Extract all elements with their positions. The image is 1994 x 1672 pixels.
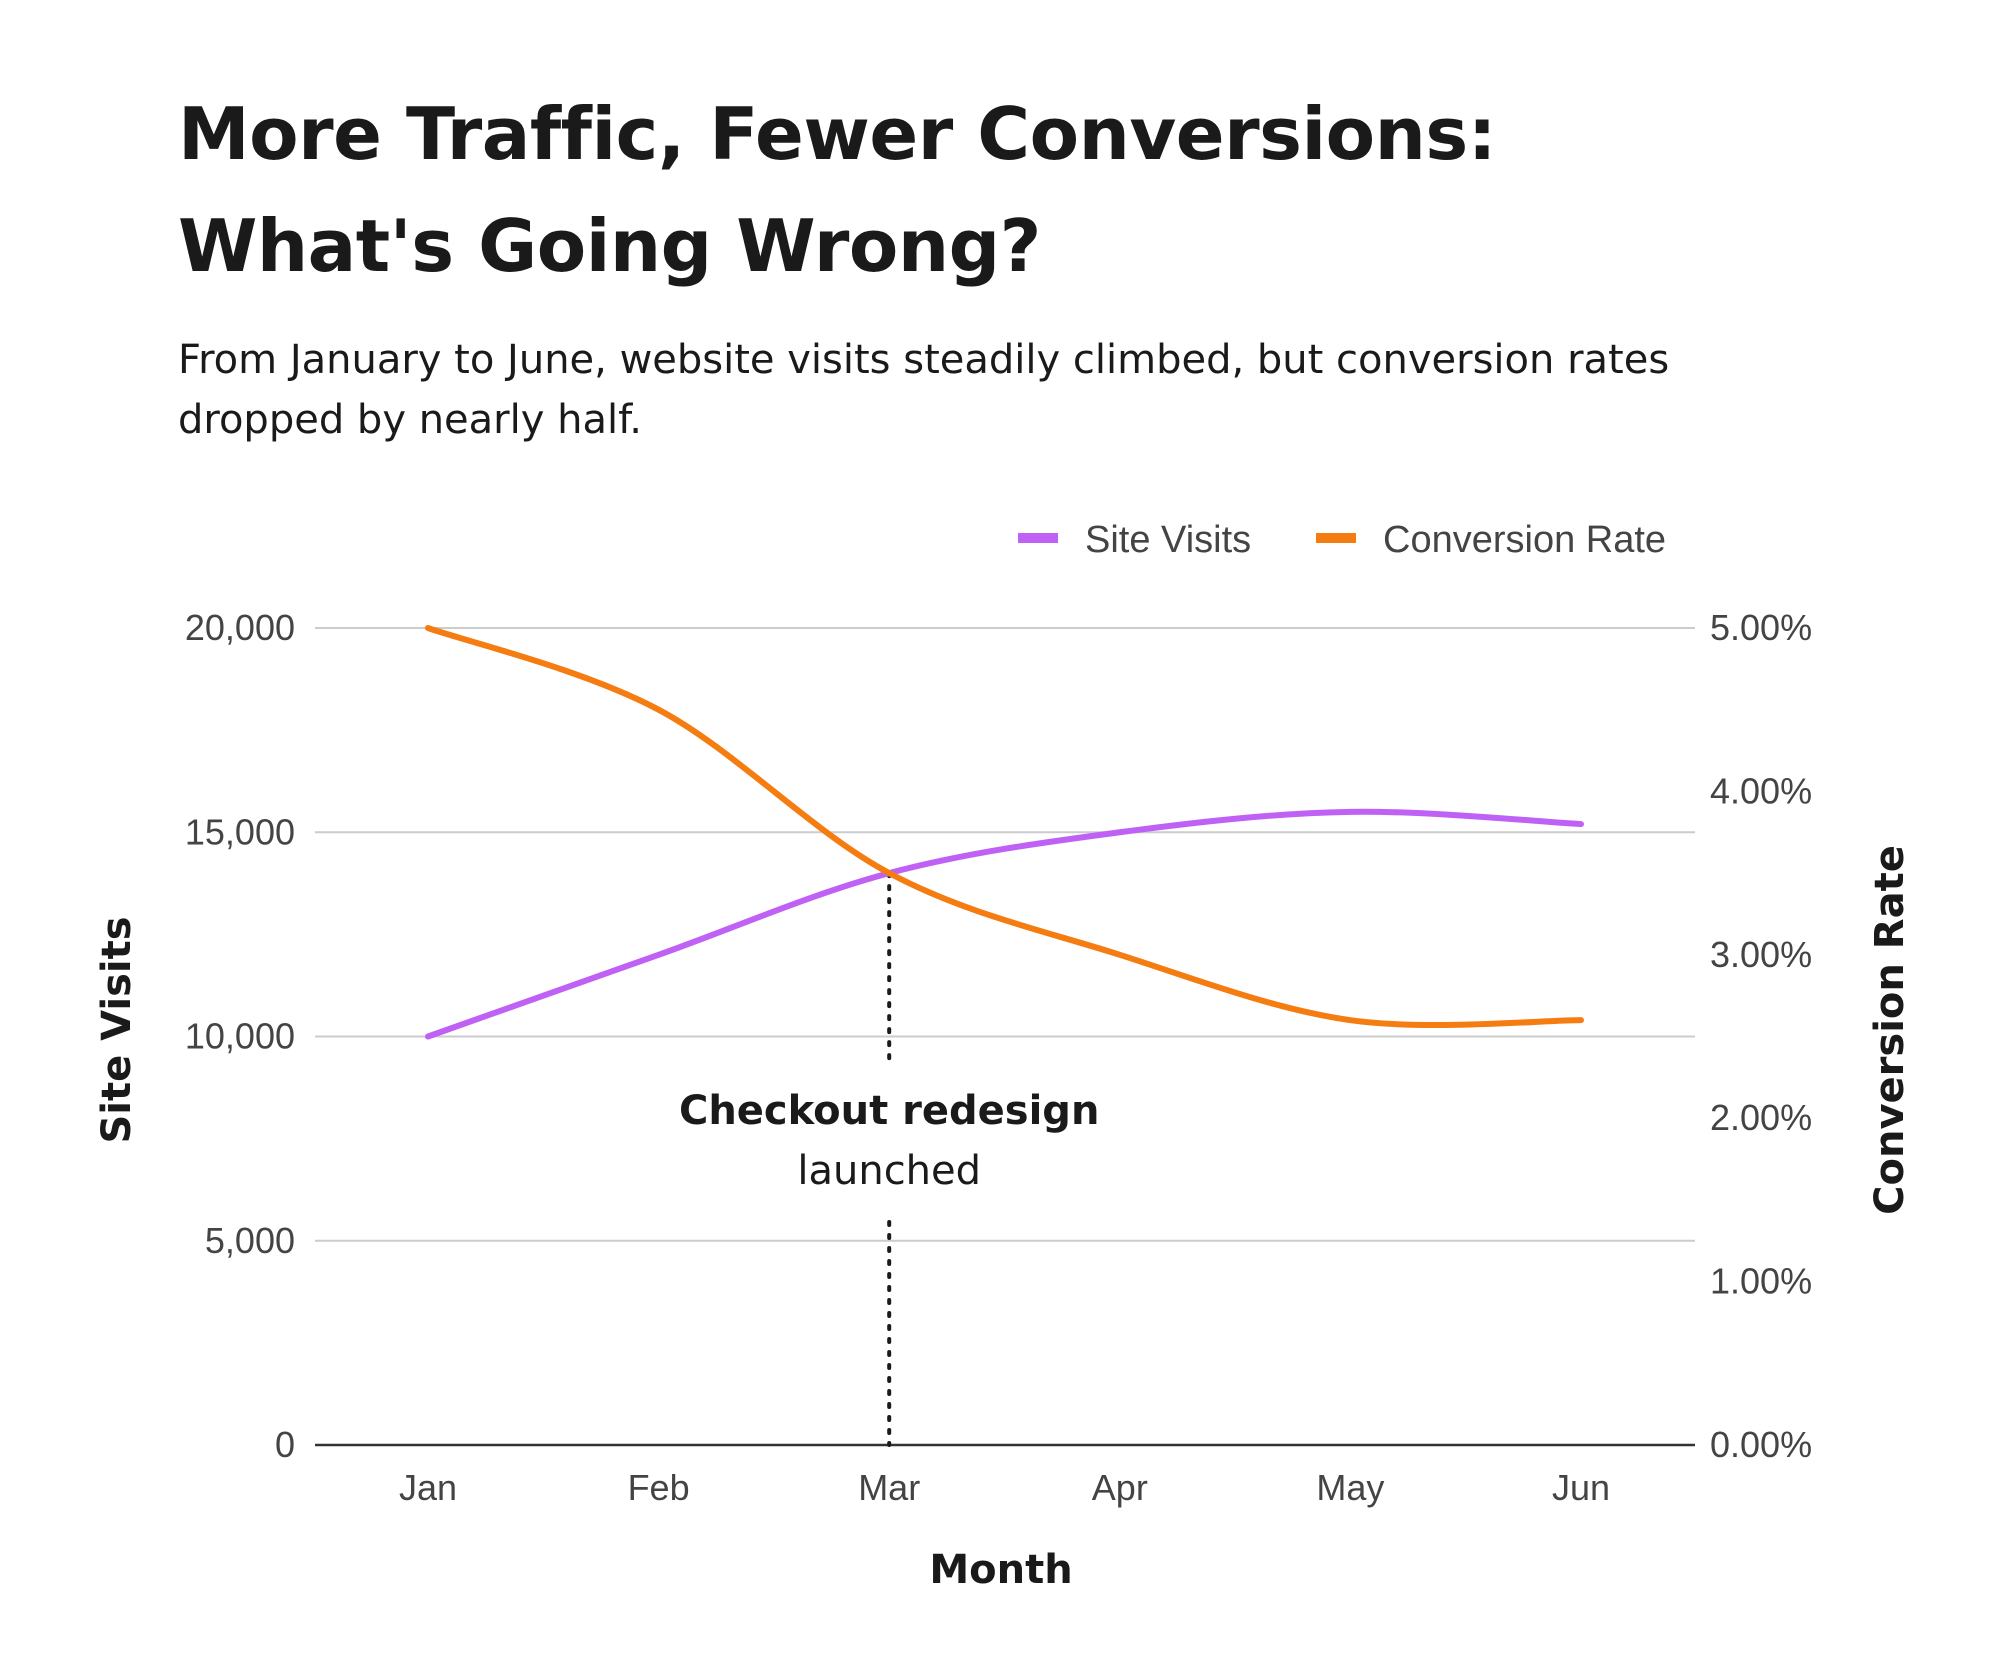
x-tick-label: Apr bbox=[1092, 1467, 1148, 1508]
series-lines bbox=[425, 625, 1584, 1040]
chart-title-line-2: What's Going Wrong? bbox=[178, 204, 1041, 288]
series-line-site-visits bbox=[425, 808, 1584, 1040]
left-tick-label: 5,000 bbox=[205, 1220, 295, 1261]
right-tick-label: 2.00% bbox=[1710, 1097, 1812, 1138]
left-tick-label: 0 bbox=[275, 1424, 295, 1465]
x-tick-label: Mar bbox=[858, 1467, 920, 1508]
right-tick-label: 0.00% bbox=[1710, 1424, 1812, 1465]
chart-subtitle-line-2: dropped by nearly half. bbox=[178, 397, 642, 443]
chart-title: More Traffic, Fewer Conversions: What's … bbox=[178, 78, 1497, 302]
left-axis-ticks: 0 5,000 10,000 15,000 20,000 bbox=[185, 607, 295, 1465]
x-tick-label: Jun bbox=[1552, 1467, 1610, 1508]
legend-label-site-visits: Site Visits bbox=[1085, 519, 1251, 561]
legend-swatch-site-visits bbox=[1018, 533, 1058, 543]
x-tick-label: May bbox=[1316, 1467, 1384, 1508]
right-tick-label: 5.00% bbox=[1710, 607, 1812, 648]
x-tick-label: Feb bbox=[628, 1467, 690, 1508]
series-line-conversion-rate bbox=[425, 625, 1584, 1028]
chart-subtitle: From January to June, website visits ste… bbox=[178, 330, 1738, 450]
chart-title-line-1: More Traffic, Fewer Conversions: bbox=[178, 92, 1497, 176]
gridlines bbox=[315, 627, 1695, 1447]
legend-swatch-conversion-rate bbox=[1316, 533, 1356, 543]
annotation-label-bold: Checkout redesign bbox=[679, 1088, 1099, 1134]
x-tick-label: Jan bbox=[399, 1467, 457, 1508]
right-tick-label: 3.00% bbox=[1710, 934, 1812, 975]
right-tick-label: 4.00% bbox=[1710, 770, 1812, 811]
annotation-label-normal: launched bbox=[797, 1148, 981, 1194]
right-tick-label: 1.00% bbox=[1710, 1261, 1812, 1302]
left-axis-title: Site Visits bbox=[94, 916, 140, 1143]
x-axis-title: Month bbox=[929, 1547, 1072, 1593]
chart-subtitle-line-1: From January to June, website visits ste… bbox=[178, 337, 1670, 383]
left-tick-label: 10,000 bbox=[185, 1016, 295, 1057]
left-tick-label: 20,000 bbox=[185, 607, 295, 648]
legend-label-conversion-rate: Conversion Rate bbox=[1383, 519, 1666, 561]
x-axis-ticks: Jan Feb Mar Apr May Jun bbox=[399, 1467, 1610, 1508]
legend: Site Visits Conversion Rate bbox=[1018, 519, 1666, 561]
left-tick-label: 15,000 bbox=[185, 811, 295, 852]
right-axis-title: Conversion Rate bbox=[1867, 845, 1913, 1215]
right-axis-ticks: 0.00% 1.00% 2.00% 3.00% 4.00% 5.00% bbox=[1710, 607, 1812, 1465]
annotation: Checkout redesign launched bbox=[679, 871, 1099, 1447]
